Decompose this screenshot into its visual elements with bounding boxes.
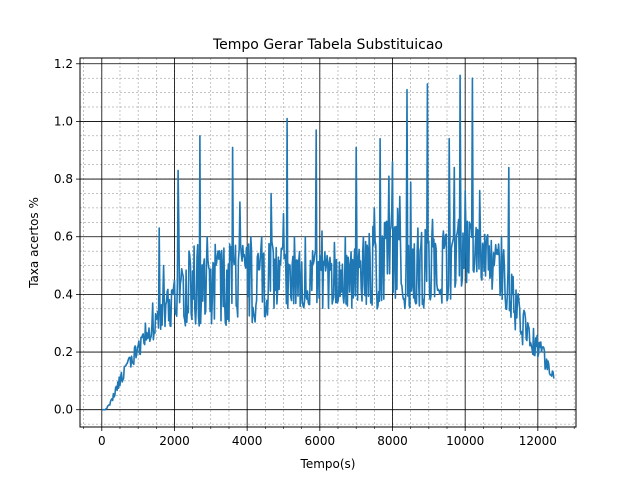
y-axis-ticks: 0.0 0.2 0.4 0.6 0.8 1.0 1.2 bbox=[54, 57, 80, 417]
chart-title: Tempo Gerar Tabela Substituicao bbox=[212, 37, 443, 53]
y-tick-label: 1.2 bbox=[54, 57, 73, 71]
x-axis-label: Tempo(s) bbox=[300, 457, 356, 471]
y-tick-label: 1.0 bbox=[54, 114, 73, 128]
series-group bbox=[101, 74, 555, 411]
x-tick-label: 12000 bbox=[519, 434, 557, 448]
y-tick-label: 0.4 bbox=[54, 287, 73, 301]
series-line bbox=[101, 74, 555, 411]
x-tick-label: 2000 bbox=[159, 434, 190, 448]
x-axis-ticks: 0 2000 4000 6000 8000 10000 12000 bbox=[83, 427, 575, 448]
y-axis-label: Taxa acertos % bbox=[27, 197, 41, 289]
x-tick-label: 6000 bbox=[305, 434, 336, 448]
major-grid bbox=[80, 58, 576, 427]
x-tick-label: 8000 bbox=[377, 434, 408, 448]
y-tick-label: 0.6 bbox=[54, 230, 73, 244]
y-tick-label: 0.0 bbox=[54, 403, 73, 417]
plot-frame bbox=[79, 57, 577, 428]
y-tick-label: 0.2 bbox=[54, 345, 73, 359]
x-tick-label: 10000 bbox=[446, 434, 484, 448]
x-tick-label: 4000 bbox=[232, 434, 263, 448]
y-tick-label: 0.8 bbox=[54, 172, 73, 186]
x-tick-label: 0 bbox=[98, 434, 106, 448]
